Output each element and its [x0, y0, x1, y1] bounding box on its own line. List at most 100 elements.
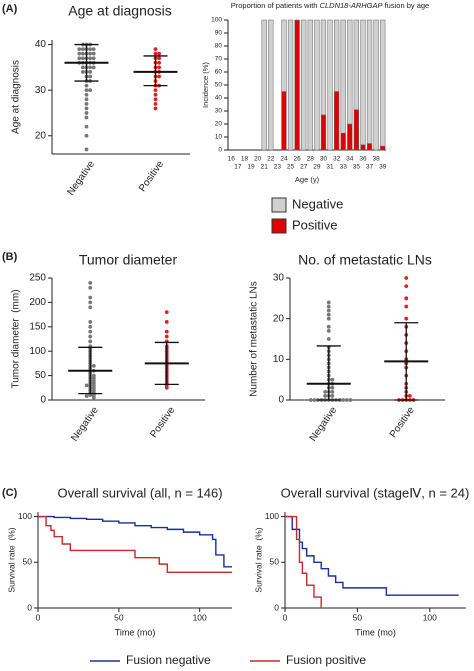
bar [373, 19, 379, 151]
x-tick-label: 31 [326, 164, 334, 171]
data-point [81, 70, 85, 74]
data-point [88, 339, 93, 344]
data-point [164, 310, 169, 315]
y-tick-label: 10 [215, 134, 223, 141]
y-axis-label: Survival rate (%) [253, 527, 263, 592]
x-tick-label: Positive [388, 405, 417, 440]
data-point [157, 74, 162, 79]
data-point [404, 276, 409, 280]
data-point [88, 305, 93, 310]
x-tick-label: 37 [366, 164, 374, 171]
x-tick-label: 29 [313, 164, 321, 171]
bar [380, 145, 386, 151]
data-point [77, 56, 82, 61]
data-point [88, 329, 93, 334]
y-tick-label: 20 [273, 313, 285, 324]
x-tick-label: 100 [423, 612, 437, 622]
data-point [88, 47, 92, 52]
x-tick-label: 30 [320, 156, 328, 163]
data-point [164, 334, 169, 339]
data-point [157, 60, 162, 65]
x-tick-label: 33 [340, 164, 348, 171]
data-point [330, 377, 335, 382]
y-tick-label: 30 [273, 273, 285, 284]
bar [268, 19, 274, 151]
x-tick-label: 34 [346, 156, 354, 163]
data-point [77, 51, 82, 56]
data-point [81, 51, 85, 56]
data-point [91, 363, 96, 368]
data-point [404, 304, 409, 309]
bar [340, 132, 346, 151]
legend-label: Fusion negative [126, 653, 211, 667]
data-point [88, 285, 93, 290]
x-tick-label: 0 [283, 612, 288, 622]
data-point [77, 47, 82, 52]
x-tick-label: Negative [69, 405, 101, 444]
survival-curve [285, 515, 322, 608]
data-point [81, 56, 85, 61]
x-tick-label: 18 [241, 156, 249, 163]
x-tick-label: 32 [333, 156, 341, 163]
data-point [91, 47, 96, 52]
bar [366, 19, 373, 144]
y-tick-label: 50 [215, 82, 223, 89]
y-tick-label: 200 [29, 297, 46, 308]
data-point [348, 398, 353, 402]
data-point [404, 296, 409, 301]
data-point [404, 316, 409, 321]
x-tick-label: 20 [254, 156, 262, 163]
y-tick-label: 0 [218, 147, 222, 154]
data-point [91, 65, 96, 70]
data-point [88, 280, 93, 285]
x-tick-label: 100 [193, 612, 207, 622]
title-part: CLDN18-ARHGAP [320, 1, 383, 10]
data-point [84, 101, 89, 106]
y-tick-label: 20 [215, 121, 223, 128]
bar [294, 19, 300, 151]
x-tick-label: 50 [114, 612, 124, 622]
data-point [84, 394, 89, 398]
data-point [84, 111, 89, 115]
data-point [84, 383, 89, 388]
data-point [84, 106, 89, 111]
data-point [157, 51, 162, 56]
data-point [308, 398, 313, 402]
data-point [157, 56, 162, 61]
x-tick-label: 17 [234, 164, 242, 171]
data-point [91, 395, 96, 400]
legend-swatch [271, 197, 287, 213]
data-point [153, 97, 158, 102]
x-axis-label: Age (y) [295, 175, 320, 184]
chart-title: Overall survival (stageⅣ, n = 24) [281, 485, 470, 500]
y-tick-label: 30 [35, 85, 47, 96]
y-tick-label: 250 [29, 273, 46, 284]
bar [307, 19, 313, 151]
data-point [88, 320, 93, 324]
data-point [91, 51, 96, 56]
data-point [164, 329, 169, 334]
y-tick-label: 50 [35, 370, 47, 381]
title-part: fusion by age [383, 1, 430, 10]
y-tick-label: 30 [215, 108, 223, 115]
data-point [326, 304, 331, 309]
data-point [326, 316, 331, 321]
y-tick-label: 50 [23, 557, 33, 567]
bar [334, 91, 340, 151]
data-point [153, 51, 158, 56]
data-point [323, 394, 328, 398]
x-tick-label: 50 [353, 612, 363, 622]
bar [366, 143, 373, 151]
y-tick-label: 60 [215, 69, 223, 76]
bar [287, 19, 294, 151]
x-tick-label: 16 [228, 156, 236, 163]
data-point [81, 47, 85, 52]
data-point [84, 83, 89, 88]
x-tick-label: 0 [36, 612, 41, 622]
data-point [164, 320, 169, 324]
y-tick-label: 0 [27, 602, 32, 612]
data-point [88, 51, 92, 56]
data-point [88, 74, 92, 79]
y-tick-label: 0 [40, 395, 46, 406]
y-axis-label: Number of metastatic LNs [249, 281, 260, 397]
